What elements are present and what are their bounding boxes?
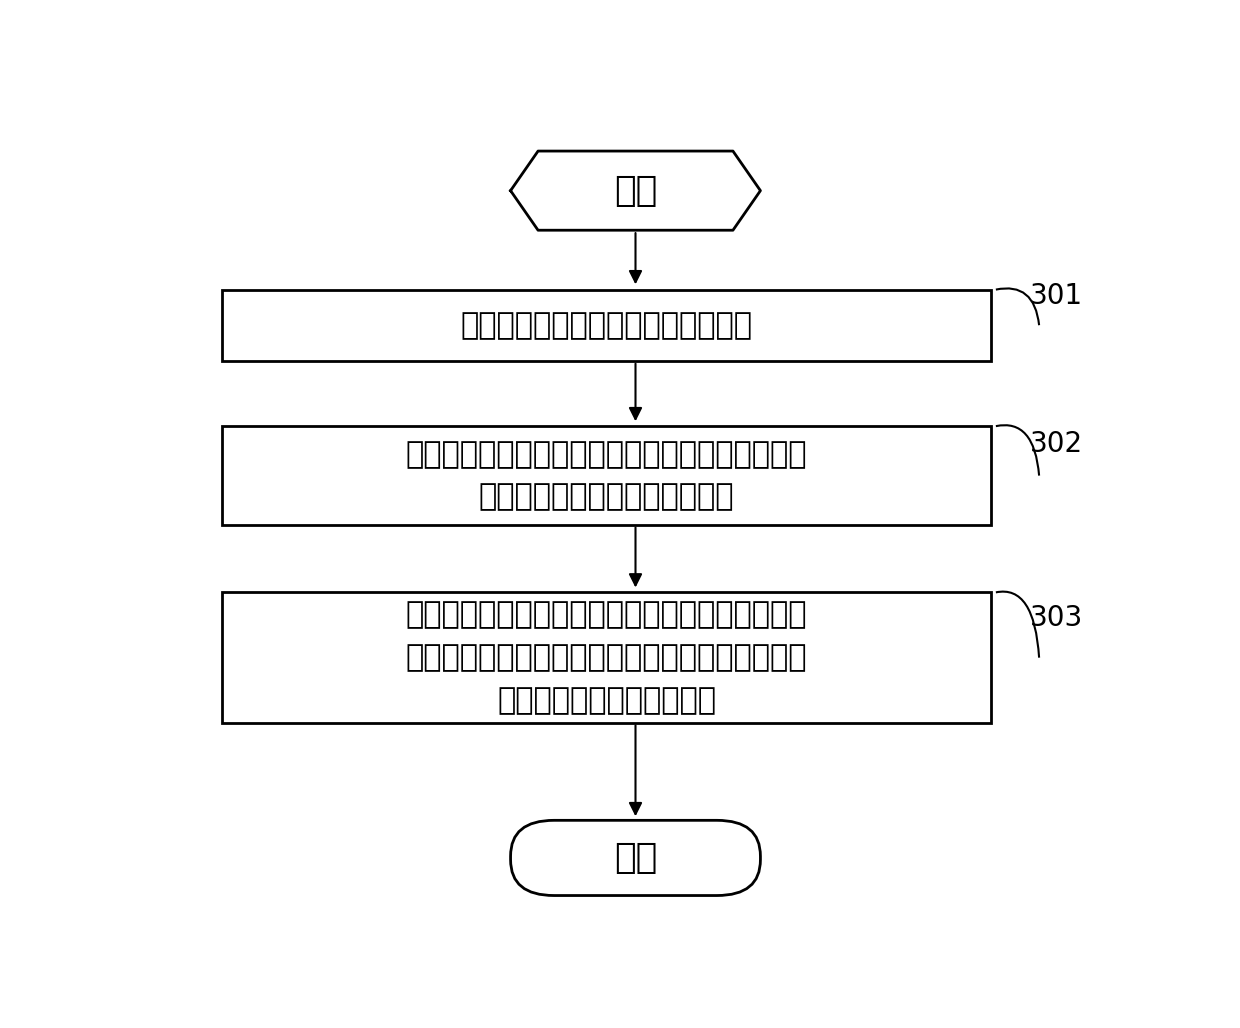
Text: 若移动终端未开启展频模式，则根据通信频率是否
为通信接口的时钟频率的倍频，开启展频模式或者
维持展频模式为未开启状态: 若移动终端未开启展频模式，则根据通信频率是否 为通信接口的时钟频率的倍频，开启展… (405, 600, 807, 714)
Polygon shape (511, 151, 760, 230)
FancyBboxPatch shape (511, 820, 760, 895)
Bar (222, 290, 991, 361)
Text: 检测移动终端是否开启展频模式，以及通信频率是
否为通信接口的时钟频率的倍频: 检测移动终端是否开启展频模式，以及通信频率是 否为通信接口的时钟频率的倍频 (405, 440, 807, 512)
Text: 303: 303 (1029, 604, 1083, 632)
Text: 302: 302 (1029, 430, 1083, 457)
Text: 301: 301 (1029, 282, 1083, 309)
Bar (222, 592, 991, 723)
Bar (222, 427, 991, 525)
Text: 结束: 结束 (614, 841, 657, 875)
Text: 检测移动终端的通信信道的通信频率: 检测移动终端的通信信道的通信频率 (461, 310, 753, 339)
Text: 开始: 开始 (614, 174, 657, 208)
